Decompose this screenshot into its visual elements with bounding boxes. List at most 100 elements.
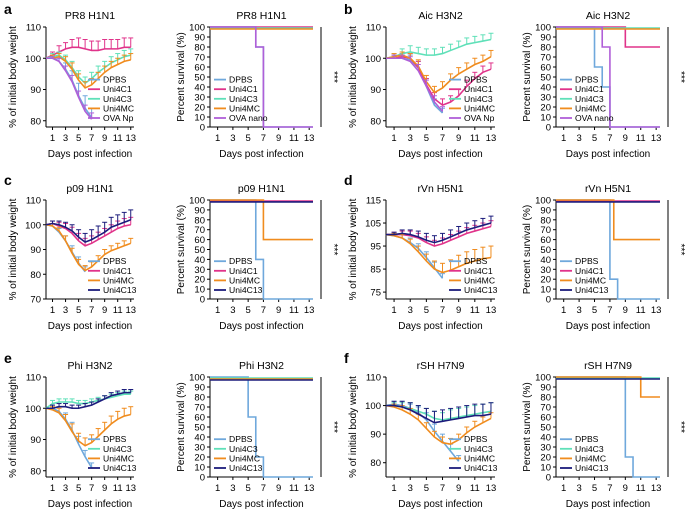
series-line-uni4c1 (45, 46, 131, 59)
y-tick-label: 100 (535, 373, 551, 384)
chart-title: p09 H1N1 (238, 183, 285, 195)
legend-label: OVA Np (103, 113, 134, 123)
x-tick-label: 5 (245, 483, 250, 494)
x-tick-label: 9 (456, 483, 461, 494)
y-tick-label: 80 (540, 43, 551, 54)
y-tick-label: 0 (200, 123, 205, 134)
x-tick-label: 11 (470, 133, 480, 144)
x-axis-label: Days post infection (48, 321, 133, 332)
x-tick-label: 11 (289, 483, 299, 494)
y-tick-label: 20 (194, 275, 205, 286)
y-tick-label: 50 (540, 423, 551, 434)
x-tick-label: 1 (391, 483, 396, 494)
x-axis-label: Days post infection (398, 149, 483, 160)
y-tick-label: 90 (194, 383, 205, 394)
y-tick-label: 110 (26, 373, 41, 384)
x-tick-label: 1 (215, 133, 220, 144)
y-tick-label: 85 (370, 265, 381, 276)
chart-title: rSH H7N9 (584, 360, 632, 372)
y-tick-label: 80 (370, 458, 381, 469)
panel-letter-a: a (4, 1, 12, 17)
y-axis-label: % of initial body weight (348, 26, 359, 128)
y-tick-label: 60 (540, 235, 551, 246)
x-tick-label: 5 (424, 305, 429, 316)
significance-label: *** (328, 244, 339, 256)
significance-label: *** (328, 421, 339, 433)
y-tick-label: 10 (194, 463, 205, 474)
x-tick-label: 5 (76, 483, 81, 494)
x-tick-label: 13 (304, 483, 315, 494)
survival-line-ova-nano (556, 26, 660, 128)
x-tick-label: 13 (651, 305, 662, 316)
y-tick-label: 100 (25, 220, 41, 231)
x-tick-label: 1 (561, 133, 566, 144)
y-tick-label: 60 (194, 63, 205, 74)
legend-label: OVA nano (575, 113, 614, 123)
y-tick-label: 0 (546, 473, 551, 484)
x-tick-label: 7 (440, 133, 445, 144)
y-tick-label: 70 (540, 225, 551, 236)
x-tick-label: 11 (113, 483, 123, 494)
y-axis-label: % of initial body weight (348, 376, 359, 478)
y-axis-label: % of initial body weight (8, 26, 19, 128)
series-line-uni4c13 (45, 219, 132, 243)
y-axis-label: % of initial body weight (8, 198, 19, 300)
y-axis-label: Percent survival (%) (522, 205, 533, 294)
legend-label: OVA Np (464, 113, 495, 123)
legend-label: DPBS (103, 75, 127, 85)
legend-label: Uni4C1 (464, 84, 493, 94)
survival-line-dpbs (210, 26, 313, 128)
significance-label: *** (675, 421, 685, 433)
y-tick-label: 80 (370, 116, 381, 127)
y-tick-label: 100 (535, 196, 551, 207)
y-tick-label: 70 (194, 403, 205, 414)
x-tick-label: 5 (592, 483, 597, 494)
legend-label: Uni4C3 (229, 94, 258, 104)
chart-title: rSH H7N9 (417, 360, 465, 372)
y-tick-label: 10 (194, 285, 205, 296)
survival-line-dpbs (556, 26, 660, 128)
legend-label: Uni4MC (575, 103, 606, 113)
legend-label: Uni4C1 (575, 266, 604, 276)
legend-label: Uni4MC (103, 275, 134, 285)
panel-letter-b: b (344, 1, 353, 17)
y-tick-label: 100 (25, 404, 41, 415)
y-tick-label: 90 (194, 205, 205, 216)
survival-line-uni4mc (556, 376, 660, 398)
y-tick-label: 30 (194, 265, 205, 276)
x-tick-label: 1 (561, 483, 566, 494)
y-tick-label: 90 (540, 205, 551, 216)
x-tick-label: 9 (276, 305, 281, 316)
y-tick-label: 30 (540, 93, 551, 104)
x-tick-label: 13 (125, 133, 136, 144)
x-tick-label: 3 (63, 305, 68, 316)
x-tick-label: 13 (125, 483, 136, 494)
y-tick-label: 100 (365, 401, 381, 412)
y-tick-label: 100 (189, 373, 205, 384)
x-axis-label: Days post infection (566, 499, 651, 510)
y-tick-label: 20 (540, 275, 551, 286)
x-tick-label: 5 (424, 133, 429, 144)
x-tick-label: 3 (230, 133, 235, 144)
series-line-ova-np (386, 57, 444, 112)
panel-letter-d: d (344, 172, 353, 188)
x-axis-label: Days post infection (398, 321, 483, 332)
legend-label: DPBS (464, 434, 488, 444)
y-tick-label: 20 (540, 103, 551, 114)
y-tick-label: 80 (194, 215, 205, 226)
y-tick-label: 100 (25, 54, 41, 65)
y-tick-label: 80 (30, 270, 41, 281)
legend-label: Uni4C13 (229, 463, 263, 473)
y-tick-label: 100 (535, 23, 551, 34)
legend-label: Uni4C1 (103, 266, 132, 276)
x-axis-label: Days post infection (566, 149, 651, 160)
series-line-uni4c3 (385, 38, 492, 60)
x-tick-label: 9 (456, 305, 461, 316)
y-tick-label: 90 (30, 85, 41, 96)
x-tick-label: 1 (50, 483, 55, 494)
y-tick-label: 70 (540, 403, 551, 414)
